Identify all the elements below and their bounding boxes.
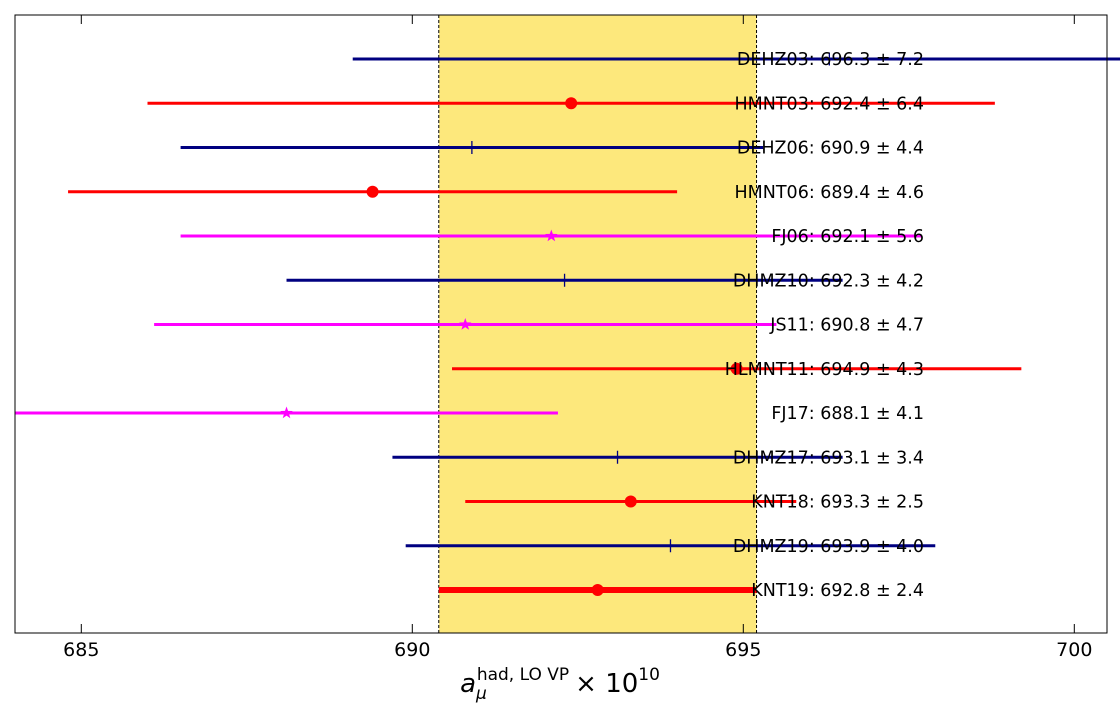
entry-label-dehz03: DEHZ03: 696.3 ± 7.2 [737,50,924,70]
entry-label-hlmnt11: HLMNT11: 694.9 ± 4.3 [725,360,924,380]
point-hmnt06 [366,185,379,198]
entry-label-fj17: FJ17: 688.1 ± 4.1 [771,404,924,424]
entry-label-knt18: KNT18: 693.3 ± 2.5 [751,493,924,513]
x-axis-label-factor: × 10 [575,669,638,699]
point-knt19 [591,584,604,596]
point-js11 [459,318,472,330]
entry-label-knt19: KNT19: 692.8 ± 2.4 [751,581,924,601]
x-axis-label-base: a [460,669,476,699]
x-tick-label-685: 685 [63,639,99,661]
x-tick-label-695: 695 [725,639,761,661]
point-hlmnt11 [730,362,743,375]
x-tick-label-700: 700 [1056,639,1092,661]
x-axis-label-sub: μ [475,684,487,704]
x-tick-label-690: 690 [394,639,430,661]
point-knt18 [624,495,637,508]
entry-label-js11: JS11: 690.8 ± 4.7 [769,316,924,336]
entry-label-fj06: FJ06: 692.1 ± 5.6 [771,227,924,247]
x-axis-label: aμhad, LO VP × 1010 [460,665,660,704]
plot-frame [14,14,1108,634]
point-fj17 [280,406,293,419]
entry-label-dhmz19: DHMZ19: 693.9 ± 4.0 [733,537,924,557]
entry-label-hmnt06: HMNT06: 689.4 ± 4.6 [735,183,924,203]
point-fj06 [545,229,558,242]
x-axis-label-exponent: 10 [638,665,660,685]
entry-label-hmnt03: HMNT03: 692.4 ± 6.4 [735,94,924,114]
point-hmnt03 [565,97,578,110]
entry-label-dhmz17: DHMZ17: 693.1 ± 3.4 [733,448,924,468]
x-axis-label-sup: had, LO VP [477,665,569,685]
entry-label-dehz06: DEHZ06: 690.9 ± 4.4 [737,139,924,159]
entry-label-dhmz10: DHMZ10: 692.3 ± 4.2 [733,271,924,291]
